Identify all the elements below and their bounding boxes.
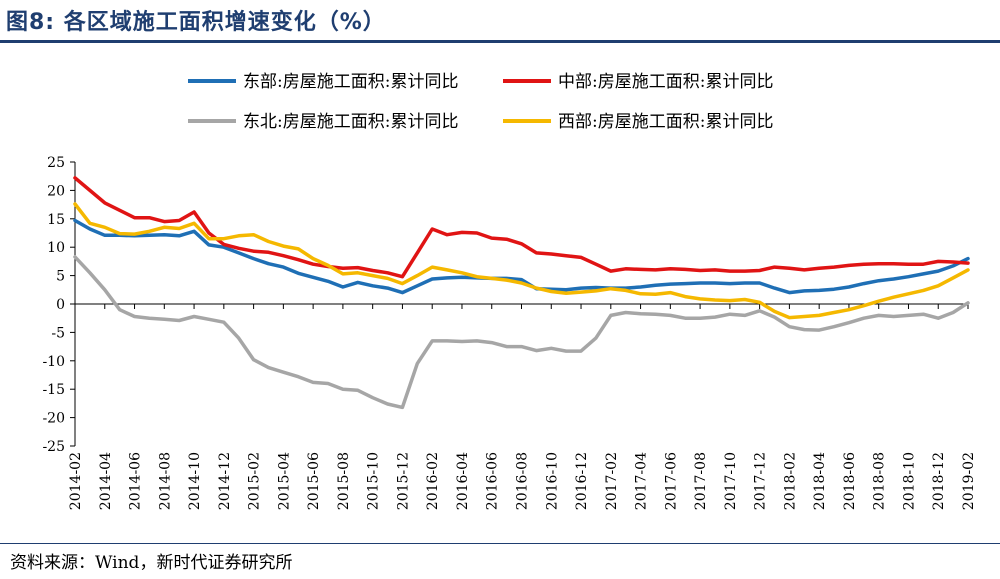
x-tick-label: 2017-04 [634,452,650,510]
source-note: 资料来源：Wind，新时代证券研究所 [10,553,293,573]
x-tick-label: 2017-06 [663,452,679,510]
plot-lines [73,176,970,410]
y-tick-label: -15 [42,382,65,398]
x-tick-label: 2015-02 [247,452,263,510]
y-tick-label: -10 [42,354,65,370]
x-tick-label: 2016-04 [455,452,471,510]
x-tick-label: 2014-06 [128,452,144,510]
x-tick-label: 2018-04 [812,452,828,510]
x-axis: 2014-02 2014-04 2014-06 2014-08 2014-10 2014-… [68,303,977,510]
x-tick-label: 2016-12 [574,452,590,510]
y-tick-label: 25 [47,155,65,171]
x-tick-label: 2015-12 [395,452,411,510]
legend-label-0: 东部:房屋施工面积:累计同比 [243,72,458,92]
y-tick-label: 0 [56,297,65,313]
x-tick-label: 2016-08 [515,452,531,510]
y-tick-label: 10 [47,240,65,256]
x-tick-label: 2018-08 [872,452,888,510]
series-line-2 [73,255,970,410]
footer-rule [0,543,1000,544]
legend-label-1: 中部:房屋施工面积:累计同比 [558,72,773,92]
x-tick-label: 2017-10 [723,452,739,510]
series-line-1 [73,176,970,279]
x-tick-label: 2014-10 [187,452,203,510]
x-tick-label: 2016-06 [485,452,501,510]
x-tick-label: 2014-08 [157,452,173,510]
y-tick-label: 20 [47,183,65,199]
y-tick-label: -20 [42,411,65,427]
figure-title: 图8: 各区域施工面积增速变化（%） [6,10,386,35]
x-tick-label: 2017-02 [604,452,620,510]
legend-label-2: 东北:房屋施工面积:累计同比 [243,112,458,132]
x-tick-label: 2018-02 [782,452,798,510]
y-tick-label: -5 [51,325,65,341]
y-axis: 25 20 15 10 5 0 -5 -10 -15 -20 -25 [42,155,76,455]
x-tick-label: 2018-12 [931,452,947,510]
legend-label-3: 西部:房屋施工面积:累计同比 [558,112,773,132]
x-tick-label: 2019-02 [961,452,977,510]
title-rule [0,40,1000,43]
x-tick-label: 2015-08 [336,452,352,510]
x-tick-label: 2015-06 [306,452,322,510]
y-tick-label: -25 [42,439,65,455]
x-tick-label: 2014-12 [217,452,233,510]
x-tick-label: 2014-04 [98,452,114,510]
legend: 东部:房屋施工面积:累计同比 中部:房屋施工面积:累计同比东北:房屋施工面积:累计… [188,72,773,132]
y-tick-label: 5 [56,269,65,285]
x-tick-label: 2017-12 [753,452,769,510]
x-tick-label: 2015-10 [366,452,382,510]
series-line-0 [73,218,970,295]
header: 图8: 各区域施工面积增速变化（%） [0,0,1000,44]
series-line-3 [73,202,970,320]
line-chart: 东部:房屋施工面积:累计同比 中部:房屋施工面积:累计同比东北:房屋施工面积:累计… [42,72,977,510]
y-tick-label: 15 [47,212,65,228]
x-tick-label: 2016-10 [544,452,560,510]
x-tick-label: 2014-02 [68,452,84,510]
x-tick-label: 2017-08 [693,452,709,510]
x-tick-label: 2016-02 [425,452,441,510]
x-tick-label: 2018-06 [842,452,858,510]
x-tick-label: 2015-04 [276,452,292,510]
x-tick-label: 2018-10 [901,452,917,510]
